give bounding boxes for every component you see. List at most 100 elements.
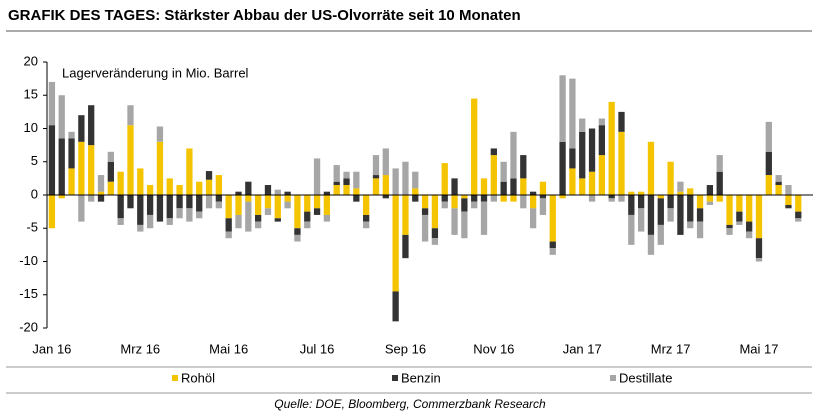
bar	[254, 195, 262, 215]
bar	[647, 141, 655, 195]
bar	[313, 208, 321, 215]
bar	[471, 98, 478, 195]
bar	[254, 214, 262, 222]
bar	[716, 155, 723, 172]
bar	[461, 198, 468, 212]
bar	[146, 195, 154, 215]
bar	[264, 195, 272, 209]
legend-swatch	[392, 375, 398, 381]
bar	[215, 201, 223, 209]
bar	[107, 161, 114, 182]
bar	[205, 171, 213, 180]
bar	[343, 171, 350, 179]
chart-title: GRAFIK DES TAGES: Stärkster Abbau der US…	[8, 7, 521, 24]
bar	[451, 178, 458, 195]
bar	[775, 185, 782, 195]
legend-label: Rohöl	[181, 370, 215, 385]
bar	[156, 141, 164, 195]
bar	[746, 231, 753, 239]
bar	[687, 195, 694, 222]
bar	[579, 118, 586, 132]
bar	[706, 185, 714, 195]
bar	[510, 131, 517, 179]
bar	[451, 208, 458, 235]
bar	[520, 195, 527, 209]
bar	[421, 195, 429, 209]
bar	[382, 195, 389, 199]
bar	[333, 165, 340, 182]
bar	[245, 201, 252, 232]
bar	[225, 231, 232, 239]
bar	[127, 125, 134, 195]
bar	[88, 105, 95, 146]
bar	[755, 238, 763, 259]
bar	[412, 171, 419, 189]
bar	[795, 211, 802, 219]
bar	[215, 195, 223, 202]
y-tick-label: -10	[19, 253, 38, 268]
bar	[343, 185, 350, 195]
bar	[441, 201, 448, 209]
bar	[598, 125, 606, 156]
bar	[500, 195, 507, 202]
bar	[480, 178, 488, 195]
bar	[608, 195, 615, 199]
bar	[68, 131, 75, 139]
bar	[412, 195, 419, 202]
bar	[363, 221, 370, 229]
bar	[264, 185, 272, 195]
bar	[579, 178, 586, 195]
bar	[628, 214, 635, 245]
bar	[245, 181, 252, 195]
bar	[264, 208, 272, 215]
bar	[58, 138, 65, 195]
bar	[176, 208, 183, 219]
bar	[78, 115, 85, 142]
bar	[667, 161, 674, 195]
bar	[755, 195, 763, 239]
y-tick-label: -5	[26, 220, 38, 235]
bar	[696, 221, 704, 239]
bar	[569, 168, 576, 195]
bar	[176, 195, 183, 209]
bar	[520, 155, 527, 179]
bar	[588, 171, 596, 195]
bar	[97, 175, 105, 192]
x-tick-label: Nov 16	[473, 341, 514, 356]
bar	[647, 195, 655, 235]
bar	[755, 258, 763, 262]
y-tick-label: 5	[31, 153, 38, 168]
bar	[137, 195, 144, 225]
bar	[107, 181, 114, 195]
bar	[461, 195, 468, 199]
bar	[78, 195, 85, 222]
bar	[48, 125, 56, 195]
bar	[765, 175, 772, 195]
annotation: Lagerveränderung in Mio. Barrel	[62, 65, 249, 80]
bar	[166, 218, 173, 225]
bar	[539, 195, 547, 199]
bar	[598, 155, 606, 195]
bar	[795, 218, 802, 222]
bar	[235, 195, 242, 215]
bar	[490, 148, 497, 156]
bar	[353, 188, 360, 195]
bar	[146, 185, 154, 195]
bar	[637, 191, 645, 195]
bar	[235, 214, 242, 229]
bar	[608, 198, 615, 202]
bar	[58, 95, 65, 139]
bar	[284, 191, 291, 195]
bar	[127, 105, 134, 126]
bar	[559, 195, 566, 199]
bar	[372, 155, 380, 176]
bar	[628, 191, 635, 195]
bar	[775, 181, 782, 186]
bar	[795, 195, 802, 212]
bar	[235, 191, 242, 195]
bar	[284, 201, 291, 209]
y-tick-label: 10	[24, 120, 38, 135]
bar	[706, 195, 714, 202]
bar	[765, 121, 772, 152]
bar	[588, 128, 596, 172]
